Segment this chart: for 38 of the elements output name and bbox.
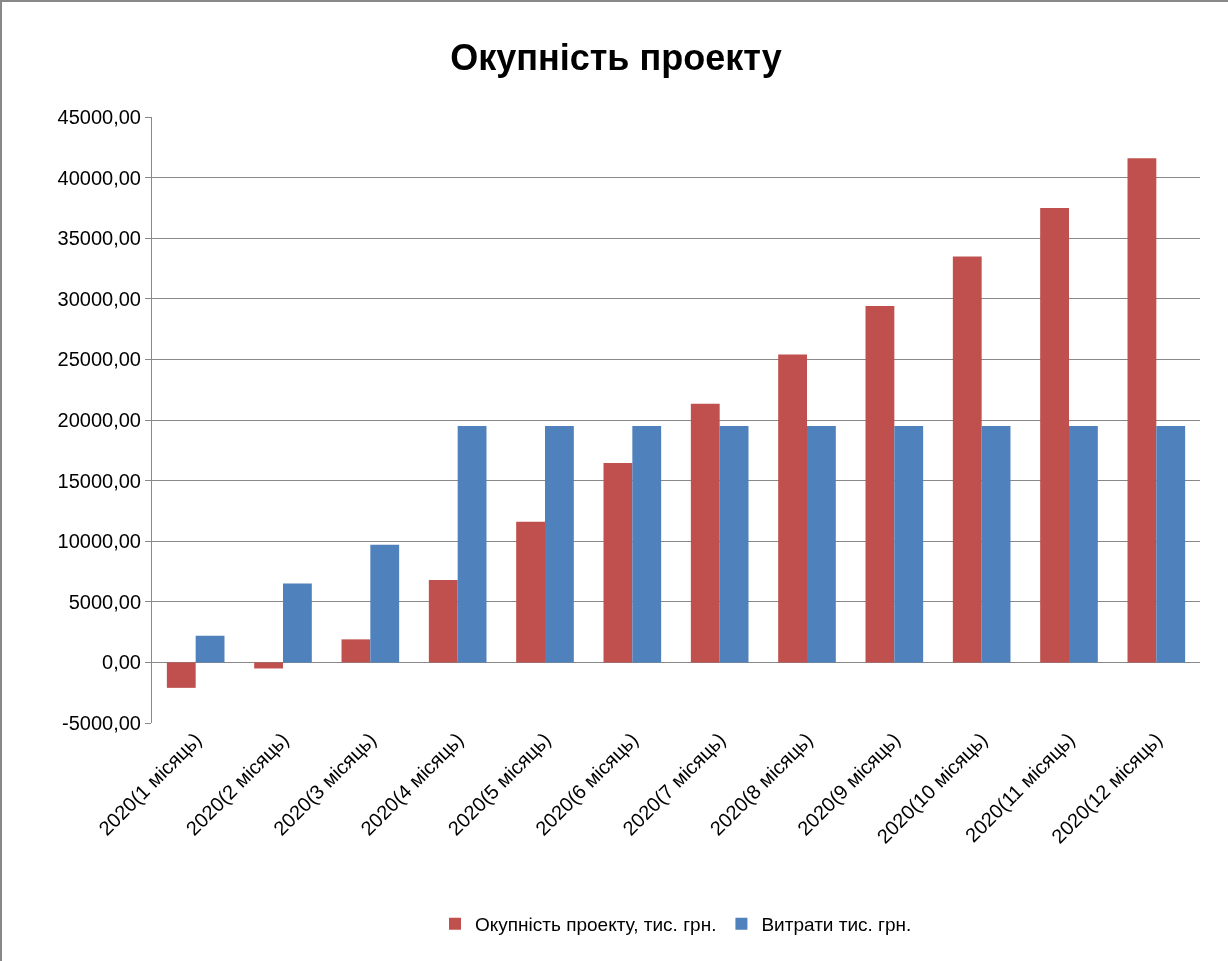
y-tick-label: 40000,00 <box>57 166 141 189</box>
bar <box>457 426 487 663</box>
bar <box>865 306 895 663</box>
bar <box>545 426 574 663</box>
bar <box>341 639 371 663</box>
bar <box>516 521 545 663</box>
y-tick-label: 10000,00 <box>57 530 141 553</box>
bar <box>690 403 720 663</box>
bar <box>981 426 1011 663</box>
y-tick-label: 35000,00 <box>57 227 141 250</box>
y-tick-label: 15000,00 <box>57 469 141 492</box>
bar <box>370 544 400 663</box>
bar <box>283 583 312 663</box>
y-tick-label: 25000,00 <box>57 348 141 371</box>
bar <box>952 256 982 663</box>
y-tick-label: -5000,00 <box>62 712 141 734</box>
bar <box>632 426 662 663</box>
bar <box>1127 158 1157 663</box>
y-tick-label: 45000,00 <box>57 106 141 128</box>
y-tick-label: 0,00 <box>102 651 141 674</box>
legend-label: Окупність проекту, тис. грн. <box>475 914 717 936</box>
chart-title: Окупність проекту <box>450 37 782 79</box>
bar <box>254 662 283 669</box>
legend-label: Витрати тис. грн. <box>761 914 912 936</box>
bar <box>1069 426 1098 663</box>
bar <box>807 426 836 663</box>
bar <box>1040 207 1069 663</box>
bar <box>603 463 633 663</box>
bar <box>166 662 196 688</box>
bar <box>778 354 807 663</box>
bar <box>195 635 225 663</box>
bar <box>1156 426 1186 663</box>
bar <box>428 579 458 663</box>
bar <box>719 426 749 663</box>
y-tick-label: 30000,00 <box>57 287 141 310</box>
y-tick-label: 20000,00 <box>57 409 141 431</box>
bar <box>894 426 924 663</box>
y-tick-label: 5000,00 <box>68 590 141 613</box>
